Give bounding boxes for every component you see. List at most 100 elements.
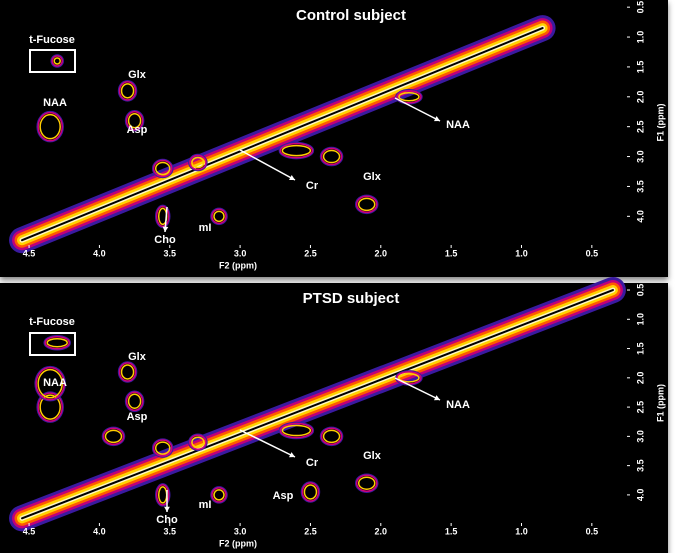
- arrow-head: [434, 395, 440, 401]
- cross-peak: [35, 366, 65, 401]
- arrow-head: [289, 174, 295, 181]
- cross-peak: [319, 146, 344, 167]
- arrow: [239, 149, 296, 181]
- y-tick-label: 2.0: [635, 91, 645, 104]
- cross-peak: [398, 373, 420, 383]
- y-tick-label: 1.5: [635, 342, 645, 355]
- x-tick-label: 3.5: [164, 248, 177, 258]
- y-tick-label: 2.5: [635, 401, 645, 414]
- cross-peak: [51, 55, 63, 67]
- x-tick-label: 4.0: [93, 526, 106, 536]
- cross-peak: [281, 144, 312, 157]
- cross-peak: [43, 334, 71, 351]
- cross-peak: [125, 110, 144, 131]
- cross-peak: [300, 481, 321, 503]
- x-tick-label: 0.5: [586, 248, 599, 258]
- cross-peak: [395, 89, 423, 105]
- arrow-head: [434, 116, 440, 122]
- cross-peak: [278, 421, 315, 440]
- cross-peak: [396, 90, 422, 104]
- cross-peak: [39, 113, 61, 140]
- cross-peak: [36, 391, 64, 423]
- cross-peak: [354, 473, 379, 493]
- peak-label: Asp: [127, 124, 148, 136]
- x-tick-label: 2.0: [375, 248, 388, 258]
- y-tick-label: 1.5: [635, 61, 645, 74]
- peak-label: t-Fucose: [29, 34, 75, 46]
- arrow: [394, 377, 441, 401]
- cross-peak: [355, 474, 378, 492]
- cross-peak: [120, 364, 135, 380]
- panel-title: PTSD subject: [303, 290, 400, 307]
- cross-peak: [127, 393, 142, 409]
- cross-peak: [279, 422, 314, 439]
- y-tick-label: 3.5: [635, 180, 645, 193]
- cross-peak: [278, 141, 315, 160]
- cross-peak: [357, 197, 376, 212]
- cross-peak: [127, 112, 142, 129]
- x-tick-label: 4.5: [23, 526, 36, 536]
- x-tick-label: 3.0: [234, 526, 247, 536]
- cross-peak: [39, 394, 61, 420]
- cross-peak: [151, 438, 174, 458]
- peak-label: NAA: [446, 119, 470, 131]
- cross-peak: [46, 337, 68, 348]
- cross-peak: [104, 429, 123, 444]
- cross-peak: [124, 109, 145, 132]
- x-tick-label: 1.5: [445, 248, 458, 258]
- cross-peak: [301, 482, 320, 502]
- cross-peak: [213, 489, 225, 501]
- y-axis-label: F1 (ppm): [655, 104, 665, 142]
- y-tick-label: 2.0: [635, 372, 645, 385]
- cross-peak: [37, 392, 63, 422]
- peak-label: Glx: [363, 171, 382, 183]
- cross-peak: [154, 161, 171, 176]
- cross-peak: [155, 484, 170, 506]
- cross-peak: [355, 195, 378, 214]
- peak-label: Cho: [154, 234, 176, 246]
- y-axis-label: F1 (ppm): [655, 384, 665, 422]
- cross-peak: [152, 439, 173, 457]
- x-axis-label: F2 (ppm): [219, 538, 257, 548]
- cross-peak: [118, 81, 137, 101]
- arrow: [239, 429, 296, 458]
- arrow-head: [164, 506, 170, 512]
- arrow-head: [289, 452, 295, 458]
- x-tick-label: 2.0: [375, 526, 388, 536]
- peak-label: Glx: [128, 351, 147, 363]
- cross-peak: [50, 54, 64, 68]
- peak-label: NAA: [446, 399, 470, 411]
- cross-peak: [191, 436, 205, 448]
- cross-peak: [303, 484, 318, 500]
- y-tick-label: 4.0: [635, 210, 645, 223]
- peak-label: Asp: [273, 490, 294, 502]
- cross-peak: [151, 158, 174, 179]
- peak-label: Cho: [156, 514, 178, 526]
- y-tick-label: 4.0: [635, 489, 645, 502]
- cross-peak: [101, 426, 126, 447]
- cross-peak: [154, 441, 171, 455]
- cross-peak: [396, 371, 422, 385]
- x-tick-label: 4.5: [23, 248, 36, 258]
- cross-peak: [322, 429, 341, 444]
- cross-peak: [154, 204, 171, 229]
- cross-peak: [125, 391, 144, 411]
- cross-peak: [117, 80, 138, 102]
- cross-peak: [154, 483, 171, 507]
- cross-peak: [210, 207, 228, 226]
- peak-label: Glx: [128, 69, 147, 81]
- cross-peak: [191, 156, 205, 169]
- cross-peak: [124, 390, 145, 412]
- cross-peak: [152, 159, 173, 178]
- x-tick-label: 1.0: [515, 248, 528, 258]
- panel-title: Control subject: [296, 7, 406, 24]
- cross-peak: [53, 57, 61, 65]
- x-tick-label: 2.5: [304, 526, 317, 536]
- cross-peak: [188, 433, 208, 451]
- x-tick-label: 1.5: [445, 526, 458, 536]
- y-tick-label: 1.0: [635, 313, 645, 326]
- y-tick-label: 3.5: [635, 459, 645, 472]
- spectrum-plot: [9, 277, 627, 532]
- arrow: [394, 97, 441, 122]
